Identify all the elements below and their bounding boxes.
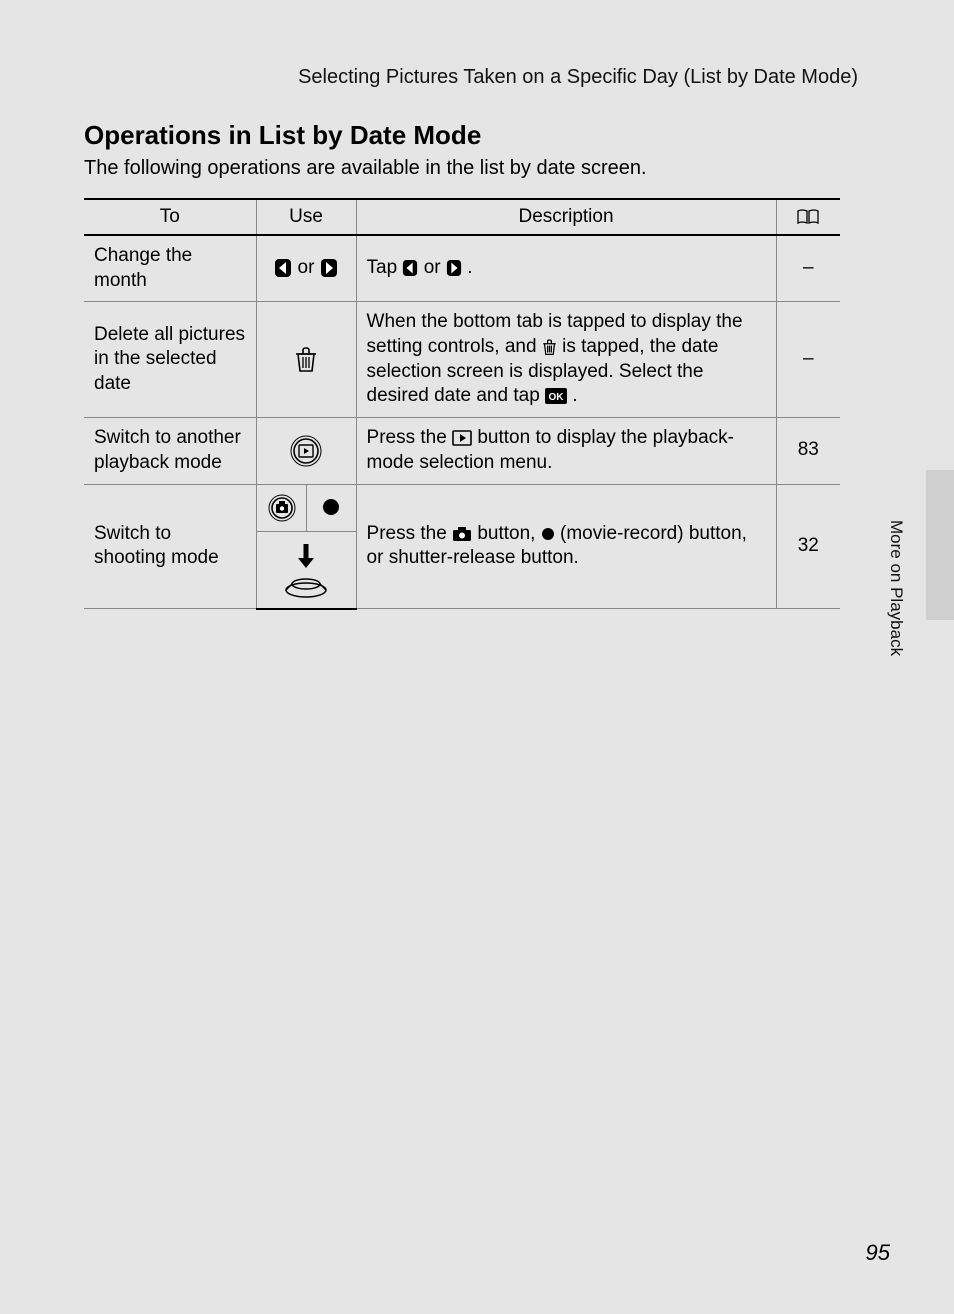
cell-description: Press the button, (movie-record) button,… bbox=[356, 484, 776, 609]
arrow-right-icon bbox=[320, 258, 338, 278]
book-icon bbox=[797, 209, 819, 225]
intro-text: The following operations are available i… bbox=[84, 157, 840, 180]
trash-icon bbox=[542, 339, 557, 356]
arrow-right-icon bbox=[446, 259, 462, 277]
trash-icon bbox=[294, 347, 318, 373]
page-number: 95 bbox=[866, 1240, 890, 1266]
cell-use bbox=[256, 302, 356, 418]
table-row: Switch to another playback mode Press th… bbox=[84, 418, 840, 484]
shutter-press-icon bbox=[281, 540, 331, 600]
cell-use bbox=[306, 484, 356, 531]
cell-use bbox=[256, 418, 356, 484]
arrow-left-icon bbox=[274, 258, 292, 278]
page-thumb-tab bbox=[926, 470, 954, 620]
playback-dial-icon bbox=[289, 434, 323, 468]
col-header-description: Description bbox=[356, 199, 776, 235]
camera-icon bbox=[452, 526, 472, 542]
arrow-left-icon bbox=[402, 259, 418, 277]
desc-text: Press the bbox=[367, 427, 453, 448]
cell-reference: – bbox=[776, 302, 840, 418]
cell-reference: – bbox=[776, 235, 840, 302]
operations-table: To Use Description Change the month bbox=[84, 198, 840, 610]
cell-reference: 83 bbox=[776, 418, 840, 484]
running-header: Selecting Pictures Taken on a Specific D… bbox=[0, 66, 858, 89]
desc-text: Press the bbox=[367, 523, 453, 544]
cell-description: When the bottom tab is tapped to display… bbox=[356, 302, 776, 418]
svg-text:OK: OK bbox=[549, 392, 565, 403]
col-header-to: To bbox=[84, 199, 256, 235]
table-row: Change the month or Tap or . – bbox=[84, 235, 840, 302]
cell-reference: 32 bbox=[776, 484, 840, 609]
record-dot-icon bbox=[321, 497, 341, 517]
record-dot-icon bbox=[541, 527, 555, 541]
desc-text: button, bbox=[477, 523, 540, 544]
table-row: Delete all pictures in the selected date… bbox=[84, 302, 840, 418]
col-header-use: Use bbox=[256, 199, 356, 235]
table-row: Switch to shooting mode bbox=[84, 484, 840, 531]
col-header-reference bbox=[776, 199, 840, 235]
cell-use bbox=[256, 484, 306, 531]
cell-use bbox=[256, 531, 356, 609]
cell-to: Delete all pictures in the selected date bbox=[84, 302, 256, 418]
section-side-label: More on Playback bbox=[886, 520, 906, 656]
cell-to: Switch to another playback mode bbox=[84, 418, 256, 484]
section-heading: Operations in List by Date Mode bbox=[84, 120, 840, 151]
ok-icon: OK bbox=[545, 388, 567, 404]
desc-text: Tap bbox=[367, 257, 403, 278]
desc-text: . bbox=[572, 385, 577, 406]
cell-to: Switch to shooting mode bbox=[84, 484, 256, 609]
desc-text: or bbox=[424, 257, 446, 278]
cell-use: or bbox=[256, 235, 356, 302]
play-button-icon bbox=[452, 430, 472, 446]
desc-text: . bbox=[467, 257, 472, 278]
cell-description: Tap or . bbox=[356, 235, 776, 302]
cell-to: Change the month bbox=[84, 235, 256, 302]
joiner-text: or bbox=[298, 257, 315, 278]
cell-description: Press the button to display the playback… bbox=[356, 418, 776, 484]
camera-dial-icon bbox=[267, 493, 297, 523]
